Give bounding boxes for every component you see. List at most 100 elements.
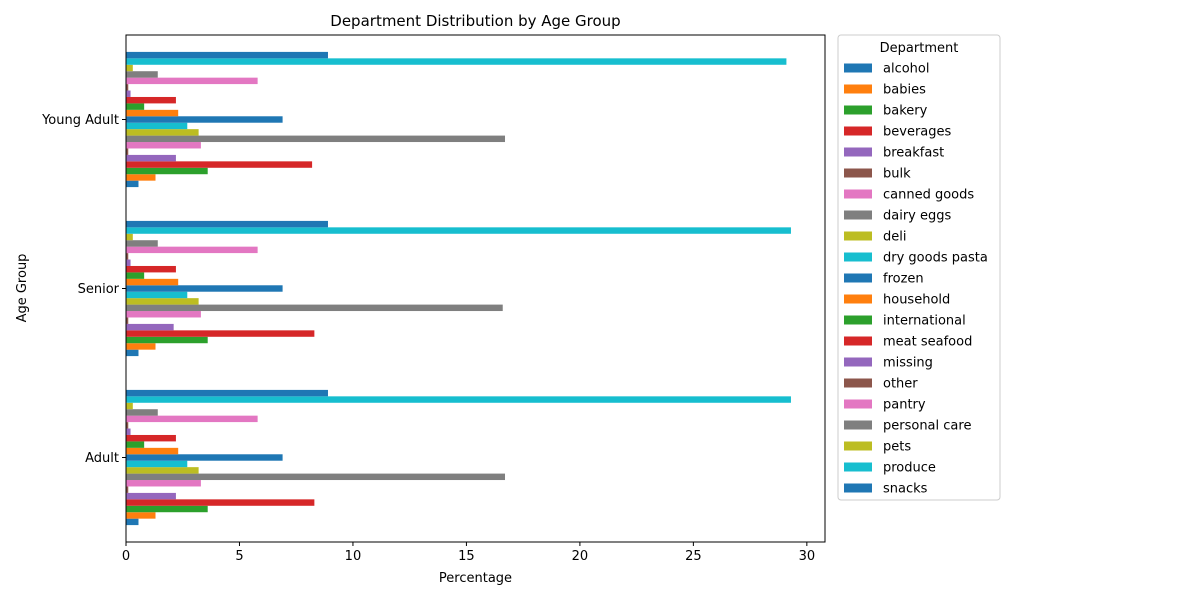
bar-missing-senior [126, 259, 131, 266]
bar-beverages-senior [126, 330, 315, 337]
legend-swatch [844, 273, 872, 283]
legend-swatch [844, 399, 872, 409]
bar-deli-senior [126, 298, 199, 305]
bar-meat-seafood-senior [126, 265, 176, 273]
x-axis-label: Percentage [439, 571, 512, 586]
legend-swatch [844, 378, 872, 388]
bar-other-young-adult [126, 84, 129, 91]
bar-personal-care-young-adult [126, 71, 158, 78]
legend-label: babies [883, 83, 926, 98]
bar-snacks-adult [126, 389, 328, 397]
bar-missing-young-adult [126, 90, 131, 97]
legend-swatch [844, 420, 872, 430]
legend-label: personal care [883, 419, 971, 434]
bar-deli-young-adult [126, 129, 199, 136]
bar-bakery-senior [126, 336, 208, 344]
legend-label: produce [883, 461, 936, 476]
legend-swatch [844, 315, 872, 325]
legend-swatch [844, 189, 872, 199]
bar-bulk-senior [126, 317, 129, 324]
bar-beverages-adult [126, 499, 315, 506]
bar-canned-goods-adult [126, 480, 201, 487]
bar-snacks-senior [126, 220, 328, 228]
legend-frame [837, 34, 1001, 501]
x-tick-label: 10 [345, 549, 362, 564]
bar-dairy-eggs-adult [126, 473, 506, 481]
legend-swatch [844, 294, 872, 304]
bar-household-senior [126, 278, 179, 286]
legend-swatch [844, 63, 872, 73]
legend-items: alcohol babies bakery beverages breakfast bul… [844, 62, 988, 497]
bar-frozen-young-adult [126, 116, 283, 123]
bar-dry-goods-pasta-senior [126, 291, 188, 299]
y-tick-label: Senior [78, 282, 120, 297]
legend-label: snacks [883, 482, 928, 497]
legend-label: canned goods [883, 188, 974, 203]
legend-swatch [844, 483, 872, 493]
bar-frozen-senior [126, 285, 283, 292]
bar-meat-seafood-adult [126, 434, 176, 442]
legend-label: pets [883, 440, 911, 455]
legend-label: pantry [883, 398, 926, 413]
legend-label: dry goods pasta [883, 251, 988, 266]
bar-pets-adult [126, 402, 133, 410]
legend-title: Department [880, 41, 959, 56]
bar-frozen-adult [126, 454, 283, 461]
bar-bakery-young-adult [126, 167, 208, 175]
y-axis-label: Age Group [15, 254, 30, 323]
legend-swatch [844, 105, 872, 115]
bar-produce-adult [126, 396, 791, 403]
x-tick-label: 30 [799, 549, 816, 564]
bar-alcohol-senior [126, 349, 139, 357]
legend-swatch [844, 84, 872, 94]
legend-label: bulk [883, 167, 911, 182]
legend-swatch [844, 147, 872, 157]
x-tick-label: 25 [685, 549, 702, 564]
bar-meat-seafood-young-adult [126, 96, 176, 104]
bar-babies-senior [126, 343, 156, 350]
bar-dry-goods-pasta-adult [126, 460, 188, 468]
legend-label: deli [883, 230, 906, 245]
bar-babies-young-adult [126, 174, 156, 181]
legend-label: beverages [883, 125, 952, 140]
bar-personal-care-adult [126, 409, 158, 416]
bar-international-senior [126, 272, 145, 279]
bar-beverages-young-adult [126, 161, 313, 168]
bar-produce-young-adult [126, 58, 787, 65]
bar-personal-care-senior [126, 240, 158, 247]
bar-alcohol-adult [126, 518, 139, 526]
legend-label: other [883, 377, 918, 392]
legend-swatch [844, 168, 872, 178]
bar-bulk-young-adult [126, 148, 129, 155]
legend-label: dairy eggs [883, 209, 952, 224]
bar-canned-goods-young-adult [126, 142, 201, 149]
bar-dairy-eggs-senior [126, 304, 503, 312]
legend: Department alcohol babies bakery beverages b… [837, 34, 1001, 501]
bar-dry-goods-pasta-young-adult [126, 122, 188, 130]
x-axis: 0 5 10 15 20 25 30 [122, 542, 815, 564]
bar-pantry-senior [126, 246, 258, 254]
legend-swatch [844, 357, 872, 367]
x-tick-label: 0 [122, 549, 130, 564]
legend-swatch [844, 336, 872, 346]
bar-snacks-young-adult [126, 51, 328, 59]
bar-international-adult [126, 441, 145, 448]
bar-canned-goods-senior [126, 311, 201, 318]
bar-household-young-adult [126, 109, 179, 117]
legend-swatch [844, 462, 872, 472]
bar-bulk-adult [126, 486, 129, 493]
legend-label: bakery [883, 104, 928, 119]
x-tick-label: 15 [458, 549, 475, 564]
bar-missing-adult [126, 428, 131, 435]
bar-international-young-adult [126, 103, 145, 110]
x-tick-label: 20 [572, 549, 589, 564]
legend-label: missing [883, 356, 933, 371]
legend-label: alcohol [883, 62, 929, 77]
bar-breakfast-adult [126, 492, 176, 500]
bar-other-senior [126, 253, 129, 260]
x-tick-label: 5 [235, 549, 243, 564]
bar-produce-senior [126, 227, 791, 234]
y-tick-label: Young Adult [41, 113, 119, 128]
bar-dairy-eggs-young-adult [126, 135, 506, 143]
